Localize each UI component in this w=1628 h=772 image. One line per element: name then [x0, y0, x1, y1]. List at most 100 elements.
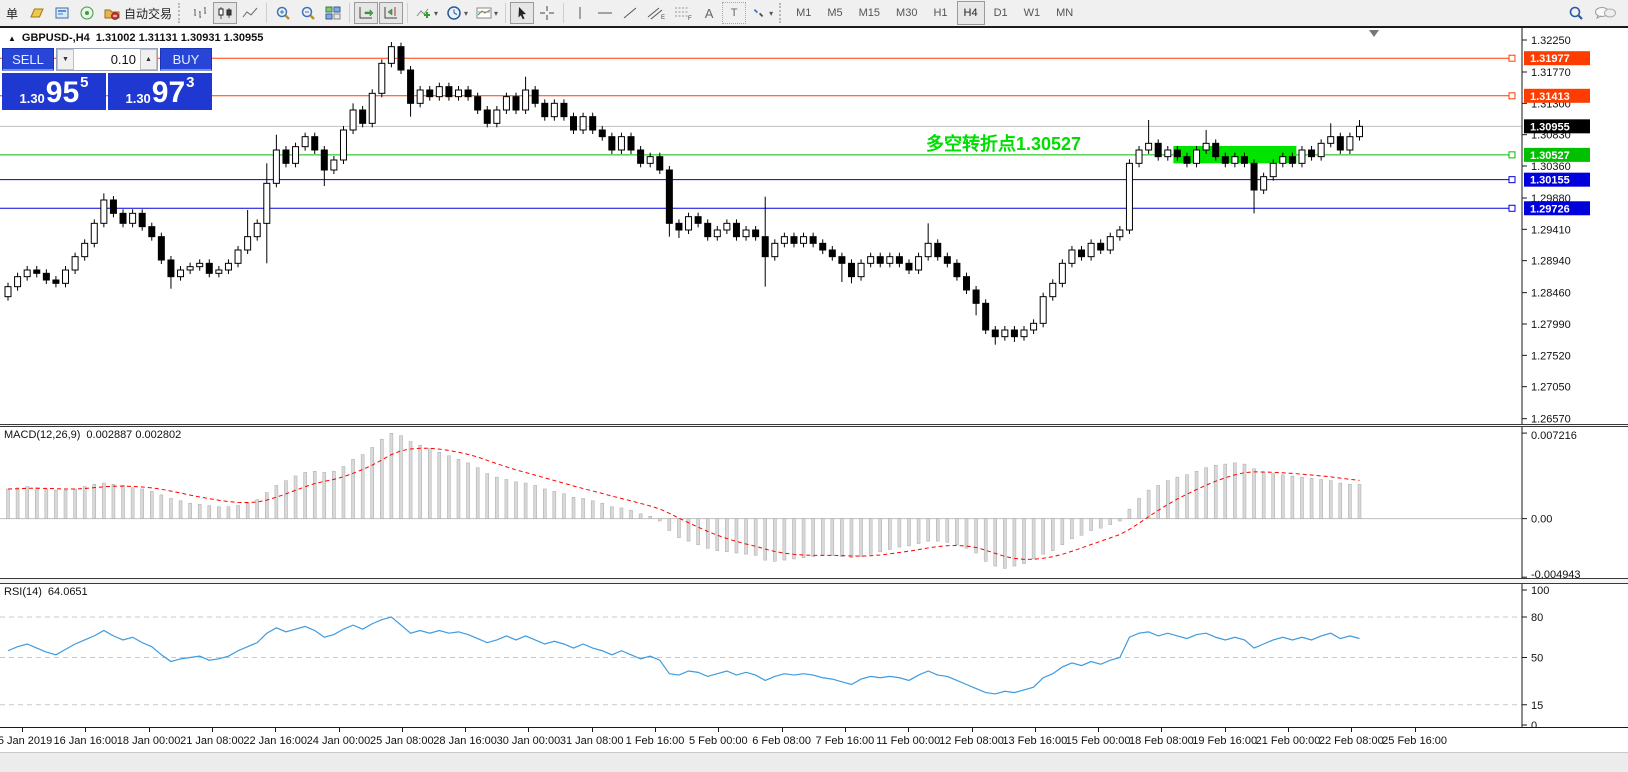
buy-button[interactable]: BUY	[160, 48, 212, 71]
macd-histogram-bar	[849, 518, 854, 558]
zoom-in-icon[interactable]	[271, 2, 295, 24]
candle-body	[416, 89, 424, 104]
panel-splitter[interactable]	[0, 424, 1628, 427]
vertical-line-icon[interactable]	[568, 2, 592, 24]
candle-body	[972, 289, 980, 304]
autotrade-button[interactable]: 自动交易	[100, 2, 175, 24]
tf-button-M15[interactable]: M15	[858, 7, 881, 19]
level-line-handle[interactable]	[1508, 54, 1516, 62]
chart-shift-marker[interactable]	[1369, 30, 1379, 37]
horizontal-line-icon[interactable]	[593, 2, 617, 24]
candle-body	[1087, 242, 1095, 258]
tile-windows-icon[interactable]	[321, 2, 345, 24]
macd-histogram-bar	[1194, 470, 1199, 519]
candle-body	[809, 236, 817, 244]
bar-chart-icon[interactable]	[188, 2, 212, 24]
candle-body	[368, 92, 376, 124]
macd-histogram-bar	[859, 518, 863, 557]
level-line-handle[interactable]	[1508, 204, 1516, 212]
line-chart-icon[interactable]	[238, 2, 262, 24]
templates-icon[interactable]: ▾	[472, 2, 501, 24]
candle-body	[982, 302, 990, 331]
tf-button-MN[interactable]: MN	[1056, 7, 1074, 19]
periods-icon[interactable]: ▾	[442, 2, 471, 24]
profiles-icon[interactable]	[25, 2, 49, 24]
time-axis-label: 15 Jan 2019	[0, 735, 53, 747]
candle-body	[570, 116, 578, 131]
candle-body	[1106, 236, 1114, 251]
rsi-chart-canvas[interactable]: 100 80 50 15 0	[0, 584, 1628, 727]
volume-input[interactable]	[74, 49, 140, 70]
dropdown-arrow-icon[interactable]: ▾	[494, 8, 499, 18]
macd-histogram-bar	[437, 451, 442, 519]
toolbar-grip[interactable]	[779, 3, 786, 23]
chat-icon[interactable]	[1590, 2, 1620, 24]
indicators-icon[interactable]: ▾	[412, 2, 441, 24]
level-line-handle[interactable]	[1508, 151, 1516, 159]
channel-icon[interactable]: E	[643, 2, 669, 24]
tf-button-D1[interactable]: D1	[993, 7, 1008, 19]
sell-price-display[interactable]: 1.30 95 5	[2, 73, 106, 110]
tf-button-M30[interactable]: M30	[896, 7, 918, 19]
candle-body	[359, 109, 367, 124]
candlestick-chart-canvas[interactable]: 多空转折点1.305271.322501.317701.313001.30830…	[0, 28, 1628, 424]
tf-button-W1[interactable]: W1	[1023, 7, 1041, 19]
candle-body	[253, 222, 261, 238]
macd-histogram-bar	[1223, 463, 1228, 519]
macd-histogram-bar	[360, 454, 365, 519]
trendline-icon[interactable]	[618, 2, 642, 24]
sell-button[interactable]: SELL	[2, 48, 54, 71]
candle-body	[943, 256, 951, 264]
macd-histogram-bar	[955, 518, 959, 545]
level-line-handle[interactable]	[1508, 176, 1516, 184]
panel-splitter[interactable]	[0, 578, 1628, 584]
dropdown-arrow-icon[interactable]: ▾	[434, 8, 439, 18]
chart-shift-icon[interactable]	[379, 2, 404, 24]
crosshair-icon[interactable]	[535, 2, 559, 24]
tf-button-H1[interactable]: H1	[933, 7, 948, 19]
candle-body	[1030, 322, 1038, 331]
macd-chart-canvas[interactable]: 0.007216 0.00 -0.004943	[0, 427, 1628, 578]
toolbar-grip[interactable]	[178, 3, 185, 23]
text-icon[interactable]: A	[704, 5, 714, 21]
search-icon[interactable]	[1563, 2, 1589, 24]
macd-histogram-bar	[715, 518, 720, 551]
price-chart-panel[interactable]: ▲ GBPUSD-,H4 1.31002 1.31131 1.30931 1.3…	[0, 28, 1628, 424]
zoom-out-icon[interactable]	[296, 2, 320, 24]
dropdown-arrow-icon[interactable]: ▾	[464, 8, 469, 18]
tf-button-H4[interactable]: H4	[956, 1, 985, 25]
volume-decrease-button[interactable]: ▼	[57, 49, 74, 70]
macd-indicator-panel[interactable]: MACD(12,26,9) 0.002887 0.002802 0.007216…	[0, 427, 1628, 578]
macd-histogram-bar	[974, 518, 978, 554]
tf-button-M5[interactable]: M5	[827, 7, 843, 19]
candle-body	[205, 262, 213, 274]
time-axis-label: 31 Jan 08:00	[559, 735, 624, 747]
candle-body	[1164, 149, 1172, 158]
volume-increase-button[interactable]: ▲	[140, 49, 157, 70]
arrows-icon[interactable]: ▾	[747, 2, 776, 24]
candle-body	[1020, 329, 1028, 338]
cursor-icon[interactable]	[510, 2, 535, 24]
macd-histogram-bar	[964, 518, 969, 549]
candlestick-chart-icon[interactable]	[213, 2, 238, 24]
market-watch-icon[interactable]	[50, 2, 74, 24]
auto-scroll-icon[interactable]	[354, 2, 379, 24]
symbol-marker-icon[interactable]: ▲	[8, 33, 16, 43]
buy-price-display[interactable]: 1.30 97 3	[108, 73, 212, 110]
level-line-handle[interactable]	[1508, 92, 1516, 100]
text-label-icon[interactable]: T	[722, 2, 747, 24]
candle-body	[502, 96, 510, 111]
price-level-badge-text: 1.30955	[1530, 121, 1570, 133]
macd-histogram-bar	[696, 518, 700, 545]
dropdown-arrow-icon[interactable]: ▾	[769, 8, 774, 18]
new-order-button[interactable]: 单	[5, 6, 18, 21]
time-axis-tick	[781, 728, 783, 732]
time-axis-tick	[1351, 728, 1353, 732]
fibonacci-icon[interactable]: F	[670, 2, 696, 24]
candle-body	[1298, 149, 1306, 164]
tf-button-M1[interactable]: M1	[796, 7, 812, 19]
signals-icon[interactable]	[75, 2, 99, 24]
time-axis-label: 22 Feb 08:00	[1318, 735, 1384, 747]
rsi-indicator-panel[interactable]: RSI(14) 64.0651 100 80 50 15 0	[0, 584, 1628, 727]
